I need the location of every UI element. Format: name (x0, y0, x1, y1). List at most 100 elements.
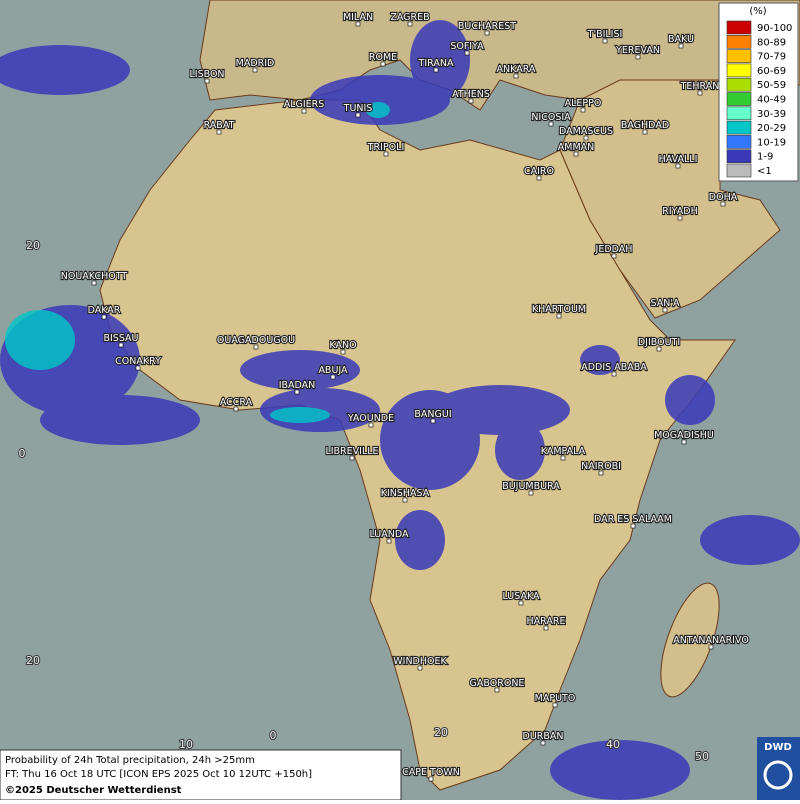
city-marker (430, 418, 436, 424)
city-marker (678, 43, 684, 49)
city-marker (380, 61, 386, 67)
legend-label: <1 (757, 166, 772, 177)
arabia (559, 79, 781, 319)
city-marker (573, 151, 579, 157)
city-label: BAGHDAD (621, 120, 669, 131)
city-label: TIRANA (418, 58, 454, 69)
city-marker (677, 215, 683, 221)
city-marker (407, 21, 413, 27)
city-label: ADDIS ABABA (581, 362, 647, 373)
city-label: HARARE (527, 616, 566, 627)
city-marker (675, 163, 681, 169)
city-marker (552, 702, 558, 708)
lat-label: 0 (19, 447, 26, 460)
city-marker (540, 740, 546, 746)
city-marker (697, 90, 703, 96)
city-marker (602, 38, 608, 44)
city-marker (611, 253, 617, 259)
footer-line: FT: Thu 16 Oct 18 UTC [ICON EPS 2025 Oct… (5, 769, 312, 780)
city-marker (548, 121, 554, 127)
city-label: KANO (329, 340, 356, 351)
city-marker (543, 625, 549, 631)
legend-label: 1-9 (757, 152, 773, 163)
city-marker (598, 470, 604, 476)
lon-label: 40 (606, 738, 620, 751)
legend-label: 30-39 (757, 109, 786, 120)
legend-swatch (726, 120, 752, 135)
city-marker (720, 201, 726, 207)
city-label: TRIPOLI (367, 142, 405, 153)
city-label: TEHRAN (680, 81, 720, 92)
city-label: YEREVAN (615, 45, 660, 56)
precipitation (0, 20, 800, 800)
legend-label: 20-29 (757, 123, 786, 134)
city-marker (662, 307, 668, 313)
city-marker (135, 365, 141, 371)
city-marker (428, 776, 434, 782)
legend-swatch (726, 149, 752, 163)
city-label: MILAN (343, 12, 373, 23)
city-marker (355, 112, 361, 118)
lon-label: 10 (179, 738, 193, 751)
city-marker (101, 314, 107, 320)
copyright: ©2025 Deutscher Wetterdienst (5, 785, 182, 796)
city-label: ATHENS (452, 89, 490, 100)
city-marker (204, 78, 210, 84)
city-marker (253, 344, 259, 350)
city-label: KHARTOUM (532, 304, 586, 315)
city-label: MOGADISHU (654, 430, 714, 441)
precipitation-high (5, 102, 390, 423)
city-marker (340, 349, 346, 355)
lon-label: 50 (695, 750, 709, 763)
city-label: LISBON (189, 69, 224, 80)
city-label: DURBAN (523, 731, 564, 742)
city-label: IBADAN (279, 380, 316, 391)
lon-label: 0 (270, 729, 277, 742)
city-marker (630, 523, 636, 529)
city-label: LIBREVILLE (325, 446, 378, 457)
city-label: ZAGREB (390, 12, 429, 23)
city-marker (635, 54, 641, 60)
city-label: ANKARA (497, 64, 536, 75)
city-marker (252, 67, 258, 73)
city-marker (233, 406, 239, 412)
lon-label: 20 (434, 726, 448, 739)
city-marker (91, 280, 97, 286)
city-label: CAIRO (524, 166, 554, 177)
legend-swatch (726, 163, 752, 178)
logo: DWD (764, 742, 792, 753)
legend-label: 10-19 (757, 137, 786, 148)
city-label: MADRID (236, 58, 275, 69)
city-label: NOUAKCHOTT (61, 271, 128, 282)
city-marker (528, 490, 534, 496)
logo-swirl (763, 760, 793, 790)
city-marker (560, 455, 566, 461)
city-label: SOFIYA (450, 41, 484, 52)
lat-label: 20 (26, 239, 40, 252)
legend-label: 50-59 (757, 80, 786, 91)
city-marker (642, 129, 648, 135)
legend-label: 60-69 (757, 66, 786, 77)
city-label: KAMPALA (541, 446, 586, 457)
legend-label: 70-79 (757, 52, 786, 63)
legend-swatch (726, 49, 752, 63)
city-label: DAMASCUS (559, 126, 613, 137)
legend: (%) 90-100 80-89 70-79 60-69 50-59 40-49 30-39 2… (718, 2, 799, 182)
city-label: NICOSIA (531, 112, 571, 123)
city-marker (536, 175, 542, 181)
city-label: CONAKRY (115, 356, 161, 367)
city-label: SAN'A (651, 298, 680, 309)
city-label: ALEPPO (565, 98, 602, 109)
city-label: DJIBOUTI (638, 337, 680, 348)
city-marker (386, 538, 392, 544)
city-marker (681, 439, 687, 445)
city-label: BAKU (668, 34, 694, 45)
city-label: RABAT (204, 120, 235, 131)
legend-swatch (726, 92, 752, 106)
city-marker (301, 108, 307, 114)
city-marker (556, 313, 562, 319)
city-marker (464, 50, 470, 56)
city-marker (494, 687, 500, 693)
city-marker (383, 151, 389, 157)
